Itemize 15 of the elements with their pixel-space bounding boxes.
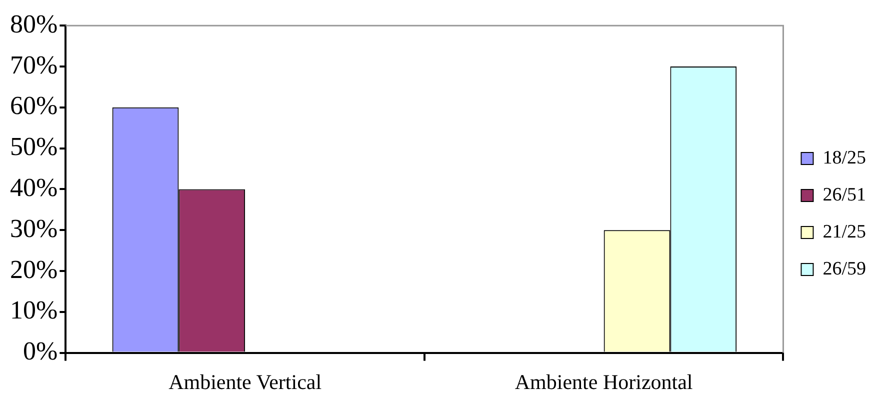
legend-label: 21/25 <box>822 221 866 242</box>
y-tick-label: 30% <box>10 214 58 243</box>
y-tick-label: 50% <box>10 132 58 162</box>
y-tick-label: 60% <box>10 91 58 120</box>
legend-label: 26/51 <box>822 184 866 206</box>
legend-label: 18/25 <box>822 147 866 168</box>
x-tick-label: Ambiente Vertical <box>168 370 322 394</box>
x-tick-label: Ambiente Horizontal <box>514 370 693 394</box>
y-tick-label: 70% <box>10 50 58 80</box>
y-tick-label: 10% <box>10 296 58 325</box>
legend-label: 26/59 <box>822 258 866 280</box>
y-tick-label: 20% <box>10 254 58 284</box>
y-tick-label: 40% <box>10 173 58 202</box>
y-tick-label: 0% <box>22 336 58 366</box>
y-tick-label: 80% <box>10 9 58 38</box>
